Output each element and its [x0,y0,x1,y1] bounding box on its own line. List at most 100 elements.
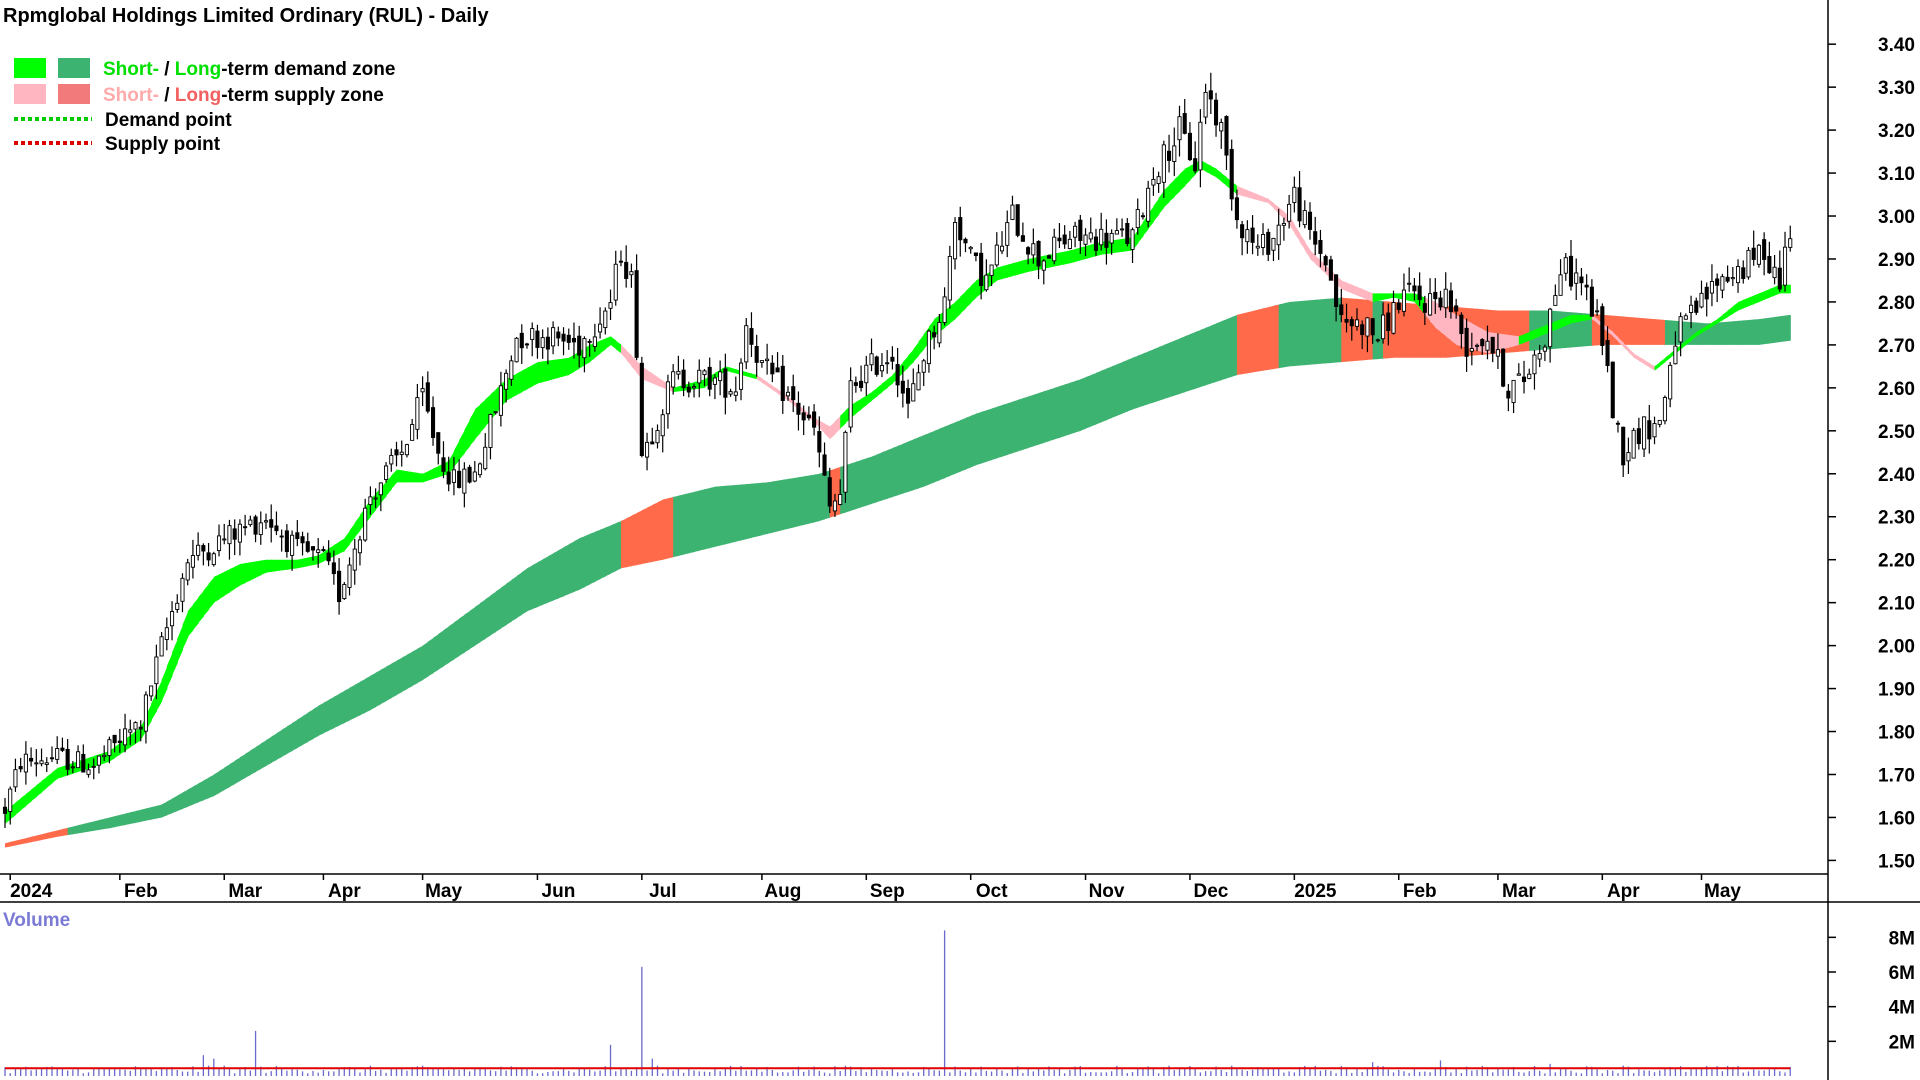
short-zone-segment [532,362,539,387]
candle-body [942,296,947,323]
long-zone-segment [36,834,43,842]
candle-body [827,477,832,507]
candle-body [1600,306,1605,346]
candle-body [561,333,566,342]
volume-axis-ticks: 2M 4M 6M 8M [1828,928,1915,1053]
candle-body [1266,231,1271,255]
long-zone-segment [1278,303,1285,369]
candle-body [1323,256,1328,266]
long-zone-segment [224,764,231,790]
short-zone-segment [245,562,251,583]
long-zone-segment [579,536,586,590]
long-zone-segment [1617,316,1624,345]
short-zone-segment [772,385,779,394]
long-zone-segment [318,702,325,736]
short-zone-segment [281,559,288,571]
price-tick-label: 2.20 [1878,551,1915,572]
candle-body [493,411,498,414]
short-zone-segment [1278,207,1285,220]
long-zone-segment [172,795,178,814]
long-zone-segment [1283,301,1290,368]
candle-body [697,369,702,384]
short-zone-segment [970,280,977,304]
candle-body [806,414,811,419]
long-zone-segment [1732,320,1739,345]
candle-body [1234,197,1239,221]
month-tick-label: Nov [1089,881,1125,902]
candle-body [1788,238,1793,248]
long-zone-segment [631,512,638,567]
long-zone-segment [866,456,873,506]
candle-body [316,549,321,553]
long-zone-segment [1216,321,1222,382]
candle-body [1187,132,1192,161]
long-zone-segment [1111,364,1118,418]
short-zone-segment [156,679,163,712]
short-zone-segment [829,421,836,440]
candle-body [566,334,571,343]
long-zone-segment [1095,370,1102,425]
short-zone-segment [876,383,883,397]
long-zone-segment [192,783,199,805]
candle-body [18,766,23,770]
short-zone-segment [1362,289,1369,300]
short-zone-segment [1524,332,1530,343]
long-zone-segment [1372,300,1379,360]
candle-body [295,532,300,540]
long-zone-segment [344,687,351,723]
legend-demand-rest: -term demand zone [221,59,395,80]
short-zone-segment [1263,196,1269,204]
short-zone-segment [861,395,867,410]
candle-body [655,430,660,444]
short-zone-segment [219,571,225,600]
short-zone-segment [1696,328,1703,337]
candle-body [446,471,451,485]
long-zone-segment [406,651,413,690]
candle-body [1349,319,1354,327]
long-zone-segment [1137,353,1144,408]
long-zone-segment [1623,316,1630,345]
long-zone-segment [323,699,330,734]
long-zone-segment [1346,298,1353,362]
long-zone-segment [1007,401,1014,455]
candle-body [1260,234,1266,248]
candle-body [143,694,148,732]
candle-body [911,383,916,402]
long-term-zone [5,297,1791,848]
short-zone-segment [25,789,32,806]
short-zone-segment [563,357,570,377]
short-zone-segment [657,377,664,388]
long-zone-segment [219,767,225,793]
long-zone-segment [897,443,904,496]
legend-supply-zone: Short- / Long-term supply zone [103,85,384,106]
volume-label: Volume [3,910,70,931]
long-zone-segment [396,657,403,696]
candle-body [1213,99,1219,126]
candle-body [1563,257,1568,274]
candle-body [530,328,535,341]
long-zone-segment [198,780,204,803]
month-tick-label: Oct [976,881,1008,902]
short-zone-segment [1393,293,1400,299]
candle-body [723,368,728,398]
candle-body [1046,255,1052,259]
short-zone-segment [255,560,262,578]
short-zone-segment [1174,174,1181,197]
price-tick-label: 2.30 [1878,508,1915,529]
long-zone-segment [302,712,309,745]
candle-body [1229,148,1234,200]
long-zone-segment [500,583,507,629]
long-zone-segment [913,437,920,491]
short-zone-segment [558,358,565,378]
long-zone-segment [1628,316,1635,345]
short-zone-segment [1450,311,1457,345]
long-zone-segment [1560,311,1567,349]
short-zone-segment [1607,327,1614,337]
short-zone-segment [1351,284,1358,296]
candle-body [582,338,587,359]
long-zone-segment [1670,320,1676,345]
short-zone-segment [1002,264,1008,280]
candle-body [1052,236,1057,262]
long-zone-segment [960,417,967,472]
month-tick-label: Aug [764,881,801,902]
